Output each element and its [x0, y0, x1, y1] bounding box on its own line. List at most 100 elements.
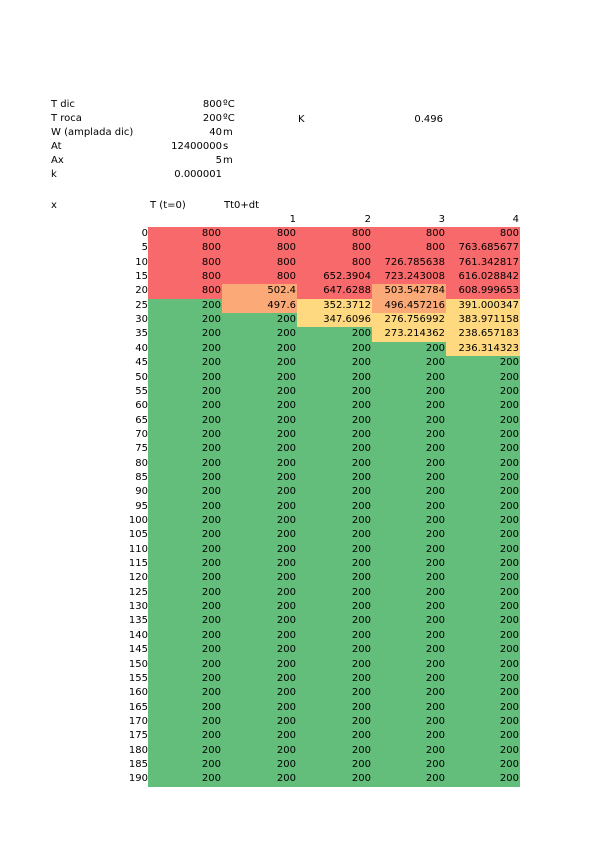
temperature-cell: 652.3904	[297, 270, 372, 285]
temperature-cell: 200	[372, 585, 446, 601]
temperature-cell: 200	[372, 571, 446, 587]
temperature-cell: 200	[372, 384, 446, 400]
row-header-x: x	[51, 200, 57, 211]
row-x-label: 100	[128, 515, 148, 526]
row-x-label: 40	[135, 342, 148, 354]
temperature-cell: 800	[446, 227, 520, 242]
temperature-cell: 200	[446, 399, 520, 415]
temperature-cell: 200	[297, 557, 372, 572]
param-value: 12400000	[171, 141, 222, 152]
temperature-cell: 200	[297, 772, 372, 788]
temperature-cell: 200	[148, 585, 222, 601]
temperature-cell: 200	[297, 542, 372, 558]
temperature-cell: 200	[446, 356, 520, 372]
temperature-cell: 200	[148, 485, 222, 501]
temperature-cell: 200	[446, 514, 520, 529]
step-header: 1	[289, 214, 296, 225]
row-x-label: 10	[135, 256, 148, 268]
temperature-cell: 200	[297, 341, 372, 357]
temperature-cell: 200	[446, 413, 520, 429]
row-x-label: 160	[128, 687, 148, 699]
row-x-label: 25	[135, 299, 148, 311]
temperature-cell: 200	[372, 413, 446, 429]
temperature-cell: 800	[222, 270, 297, 285]
temperature-cell: 200	[222, 757, 297, 773]
temperature-cell: 200	[297, 600, 372, 616]
temperature-cell: 200	[297, 671, 372, 687]
temperature-cell: 200	[148, 643, 222, 659]
temperature-cell: 200	[372, 485, 446, 501]
temperature-cell: 200	[372, 772, 446, 788]
temperature-cell: 200	[297, 743, 372, 759]
temperature-cell: 200	[372, 657, 446, 673]
temperature-cell: 200	[297, 585, 372, 601]
temperature-cell: 200	[222, 714, 297, 730]
temperature-cell: 200	[297, 514, 372, 529]
temperature-cell: 723.243008	[372, 270, 446, 285]
row-x-label: 20	[135, 285, 148, 297]
temperature-cell: 347.6096	[297, 313, 372, 329]
temperature-cell: 200	[372, 341, 446, 357]
temperature-cell: 800	[297, 227, 372, 242]
temperature-cell: 352.3712	[297, 298, 372, 314]
row-x-label: 125	[128, 586, 148, 598]
temperature-cell: 200	[446, 671, 520, 687]
param-unit: ºC	[223, 99, 235, 110]
row-x-label: 165	[128, 701, 148, 713]
temperature-cell: 200	[222, 356, 297, 372]
temperature-cell: 200	[297, 657, 372, 673]
param-label: T roca	[51, 113, 82, 124]
temperature-cell: 200	[372, 442, 446, 458]
row-x-label: 190	[128, 773, 148, 785]
temperature-cell: 200	[148, 356, 222, 372]
temperature-cell: 200	[372, 628, 446, 644]
row-x-label: 185	[128, 758, 148, 770]
temperature-cell: 200	[148, 714, 222, 730]
temperature-cell: 200	[446, 600, 520, 616]
temperature-cell: 200	[297, 470, 372, 486]
temperature-cell: 200	[222, 600, 297, 616]
temperature-cell: 200	[297, 628, 372, 644]
temperature-cell: 200	[297, 714, 372, 730]
row-x-label: 50	[135, 371, 148, 383]
temperature-cell: 200	[148, 772, 222, 788]
row-x-label: 150	[128, 658, 148, 670]
temperature-cell: 200	[297, 700, 372, 716]
temperature-cell: 200	[297, 643, 372, 659]
temperature-cell: 200	[222, 499, 297, 515]
param-unit: ºC	[223, 113, 235, 124]
temperature-cell: 800	[148, 255, 222, 271]
temperature-cell: 496.457216	[372, 298, 446, 314]
temperature-cell: 200	[446, 384, 520, 400]
temperature-cell: 200	[446, 743, 520, 759]
temperature-cell: 200	[446, 585, 520, 601]
param-label: At	[51, 141, 62, 152]
temperature-cell: 200	[446, 757, 520, 773]
temperature-cell: 200	[297, 485, 372, 501]
row-x-label: 95	[135, 500, 148, 512]
temperature-cell: 200	[446, 571, 520, 587]
temperature-cell: 200	[297, 729, 372, 745]
row-x-label: 45	[135, 357, 148, 369]
temperature-cell: 200	[372, 643, 446, 659]
temperature-cell: 200	[148, 313, 222, 329]
temperature-cell: 800	[372, 227, 446, 242]
row-x-label: 115	[128, 558, 148, 570]
temperature-cell: 200	[222, 700, 297, 716]
temperature-cell: 200	[222, 399, 297, 415]
param-unit: m	[223, 127, 233, 138]
temperature-cell: 200	[148, 571, 222, 587]
temperature-cell: 200	[372, 729, 446, 745]
row-x-label: 175	[128, 730, 148, 742]
temperature-cell: 200	[372, 356, 446, 372]
temperature-cell: 200	[446, 714, 520, 730]
temperature-cell: 200	[222, 686, 297, 702]
temperature-cell: 200	[148, 757, 222, 773]
row-x-label: 105	[128, 529, 148, 541]
temperature-cell: 200	[148, 514, 222, 529]
temperature-cell: 200	[148, 470, 222, 486]
temperature-cell: 200	[446, 628, 520, 644]
temperature-cell: 800	[222, 255, 297, 271]
temperature-cell: 200	[222, 427, 297, 443]
step-header: 4	[512, 214, 519, 225]
